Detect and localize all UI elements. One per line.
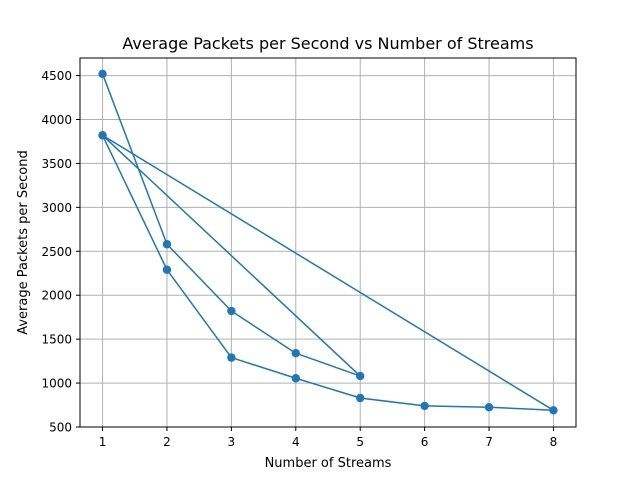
y-tick-label: 500 bbox=[49, 421, 72, 435]
x-tick-label: 8 bbox=[550, 435, 558, 449]
data-point bbox=[98, 69, 107, 79]
y-tick-label: 4500 bbox=[41, 69, 72, 83]
plot-frame bbox=[79, 57, 577, 428]
grid-lines bbox=[80, 58, 576, 428]
y-tick-label: 2000 bbox=[41, 289, 72, 303]
axis-ticks: 1 2 3 4 5 6 7 8 500 1000 1500 2000 2500 3000 3500 4000 4… bbox=[41, 69, 557, 449]
data-point bbox=[291, 374, 300, 383]
y-tick-label: 2500 bbox=[41, 245, 72, 259]
x-tick-label: 4 bbox=[292, 435, 300, 449]
data-point bbox=[291, 349, 300, 358]
data-point bbox=[356, 393, 365, 403]
data-point bbox=[98, 131, 107, 140]
data-point bbox=[356, 371, 365, 381]
x-tick-label: 1 bbox=[99, 435, 107, 449]
data-point bbox=[549, 406, 558, 415]
x-axis-label: Number of Streams bbox=[265, 456, 392, 471]
x-tick-label: 2 bbox=[163, 435, 171, 449]
data-series bbox=[98, 69, 558, 415]
data-point bbox=[162, 265, 172, 274]
data-point bbox=[420, 401, 429, 411]
y-tick-label: 3000 bbox=[41, 201, 72, 215]
data-point bbox=[162, 240, 172, 249]
y-axis-label: Average Packets per Second bbox=[16, 150, 31, 335]
x-tick-label: 6 bbox=[421, 435, 429, 449]
data-point bbox=[484, 403, 494, 412]
y-tick-label: 1000 bbox=[41, 377, 72, 391]
y-tick-label: 4000 bbox=[41, 113, 72, 127]
y-tick-label: 1500 bbox=[41, 333, 72, 347]
x-tick-label: 5 bbox=[356, 435, 364, 449]
chart-title: Average Packets per Second vs Number of … bbox=[122, 34, 533, 53]
data-point bbox=[227, 306, 236, 316]
series-line bbox=[101, 73, 555, 412]
y-tick-label: 3500 bbox=[41, 157, 72, 171]
x-tick-label: 3 bbox=[228, 435, 236, 449]
x-tick-label: 7 bbox=[485, 435, 493, 449]
data-point bbox=[227, 353, 236, 362]
